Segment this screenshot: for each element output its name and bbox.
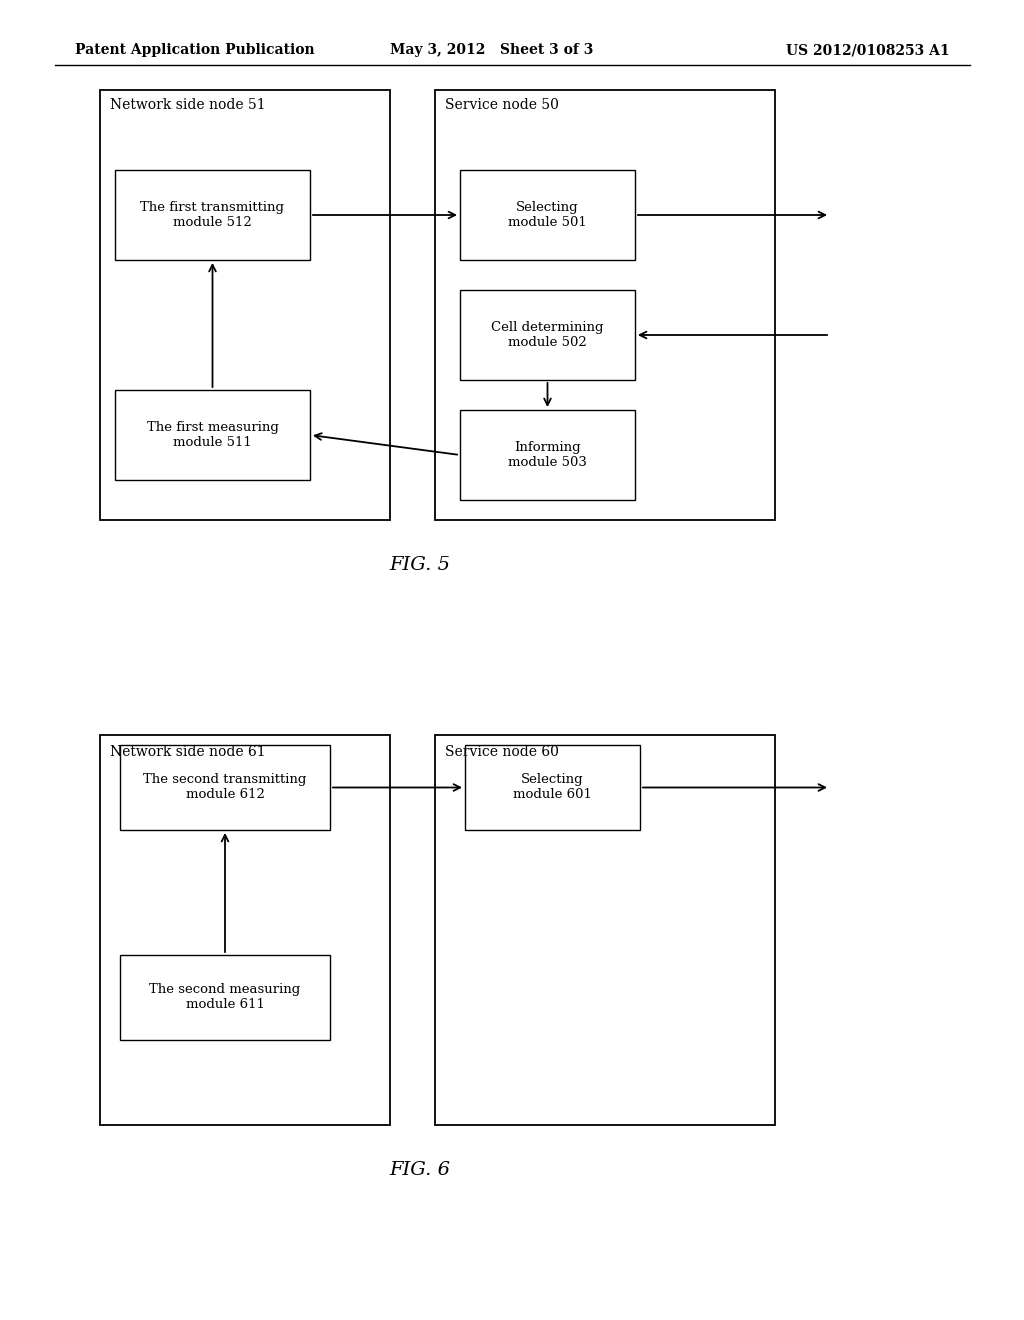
Text: Service node 50: Service node 50 [445, 98, 559, 112]
Text: Cell determining
module 502: Cell determining module 502 [492, 321, 604, 348]
Bar [460, 170, 635, 260]
Text: Selecting
module 601: Selecting module 601 [513, 774, 592, 801]
Text: FIG. 6: FIG. 6 [389, 1162, 451, 1179]
Text: Service node 60: Service node 60 [445, 744, 559, 759]
Bar [460, 411, 635, 500]
Text: May 3, 2012   Sheet 3 of 3: May 3, 2012 Sheet 3 of 3 [390, 44, 593, 57]
Bar [120, 954, 330, 1040]
Bar [100, 90, 390, 520]
Text: The first transmitting
module 512: The first transmitting module 512 [140, 201, 285, 228]
Bar [120, 744, 330, 830]
Text: Network side node 61: Network side node 61 [110, 744, 265, 759]
Bar [100, 735, 390, 1125]
Bar [465, 744, 640, 830]
Text: Informing
module 503: Informing module 503 [508, 441, 587, 469]
Text: FIG. 5: FIG. 5 [389, 556, 451, 574]
Text: Patent Application Publication: Patent Application Publication [75, 44, 314, 57]
Text: The second measuring
module 611: The second measuring module 611 [150, 983, 301, 1011]
Text: Network side node 51: Network side node 51 [110, 98, 265, 112]
Text: The second transmitting
module 612: The second transmitting module 612 [143, 774, 306, 801]
Bar [435, 735, 775, 1125]
Bar [435, 90, 775, 520]
Text: Selecting
module 501: Selecting module 501 [508, 201, 587, 228]
Bar [115, 170, 310, 260]
Text: The first measuring
module 511: The first measuring module 511 [146, 421, 279, 449]
Bar [115, 389, 310, 480]
Bar [460, 290, 635, 380]
Text: US 2012/0108253 A1: US 2012/0108253 A1 [786, 44, 950, 57]
